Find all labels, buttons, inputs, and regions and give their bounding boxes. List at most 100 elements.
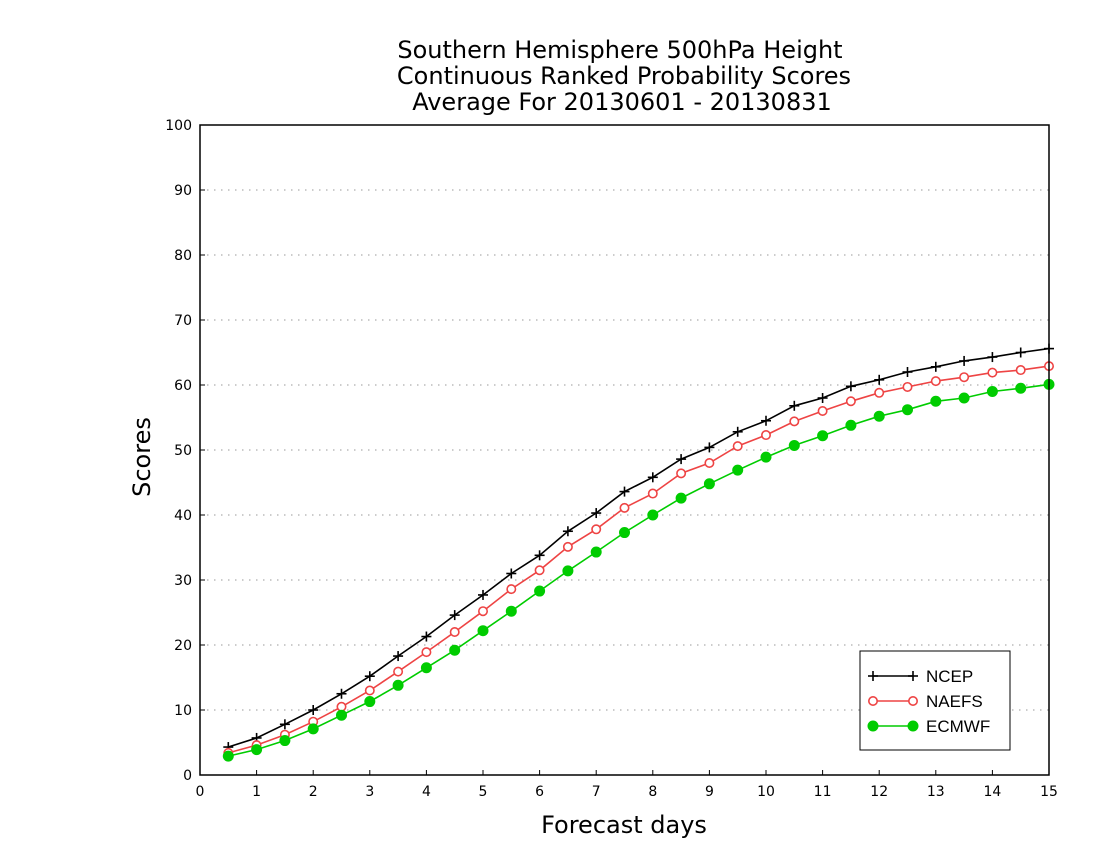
point-naefs [534,565,545,576]
point-ecmwf [251,744,263,756]
point-naefs [874,387,885,398]
point-ncep [478,589,488,600]
x-axis: 0 1 2 3 4 5 6 7 8 9 10 11 12 13 14 15 [196,770,1058,800]
x-tick-label: 6 [535,784,544,800]
chart-title: Southern Hemisphere 500hPa Height Contin… [397,36,851,116]
x-tick-label: 4 [422,784,431,800]
legend-marker-ecmwf [907,720,919,732]
point-ncep [506,568,517,579]
point-ncep [308,705,319,715]
y-axis: 0 10 20 30 40 50 60 70 80 90 100 [165,118,205,784]
x-tick-label: 2 [309,784,318,800]
point-ncep [902,367,913,377]
point-naefs [477,606,488,617]
point-naefs [506,584,517,595]
legend-marker-ncep [868,671,878,681]
point-naefs [591,524,602,535]
x-tick-label: 13 [927,784,945,800]
point-ncep [449,610,460,621]
x-tick-label: 15 [1040,784,1058,800]
x-tick-label: 7 [592,784,601,800]
legend-marker-naefs [867,695,878,706]
y-tick-label: 80 [174,248,192,264]
point-naefs [336,701,347,712]
point-naefs [817,405,828,416]
plot-series [222,343,1055,762]
legend-label-ncep: NCEP [926,667,973,686]
legend-marker-ecmwf [867,720,879,732]
point-ecmwf [817,430,829,442]
point-naefs [704,457,715,468]
point-naefs [959,372,970,383]
point-ncep [676,454,687,465]
point-naefs [930,376,941,387]
point-ecmwf [958,392,970,404]
point-ecmwf [590,546,602,558]
y-tick-label: 70 [174,313,192,329]
point-ecmwf [647,509,659,521]
y-tick-label: 60 [174,378,192,394]
legend-item-naefs: NAEFS [867,692,983,711]
point-naefs [987,367,998,378]
point-ecmwf [930,395,942,407]
point-ecmwf [336,709,347,721]
chart-title-line-2: Continuous Ranked Probability Scores [397,62,851,90]
point-ecmwf [986,386,998,397]
chart-title-line-3: Average For 20130601 - 20130831 [412,88,832,116]
point-ecmwf [364,696,376,708]
series-ncep [223,343,1054,753]
legend-marker-naefs [907,695,918,706]
legend: NCEP NAEFS ECMWF [859,650,1011,751]
y-axis-title: Scores [128,417,156,497]
point-ncep [987,352,998,363]
point-ncep [393,651,404,662]
y-tick-label: 0 [183,768,192,784]
point-ncep [732,426,743,437]
legend-item-ecmwf: ECMWF [867,717,990,736]
x-tick-label: 12 [870,784,888,800]
point-ecmwf [1015,382,1027,394]
x-tick-label: 1 [252,784,261,800]
point-ncep [1015,347,1026,358]
point-ncep [761,415,771,426]
point-ncep [591,508,602,519]
point-naefs [562,541,573,552]
x-tick-label: 9 [705,784,714,800]
point-ncep [704,442,715,453]
legend-items: NCEP NAEFS ECMWF [867,667,990,736]
series-ecmwf [222,378,1055,762]
x-axis-title: Forecast days [541,811,707,839]
point-ncep [421,631,432,642]
x-tick-label: 11 [814,784,832,800]
x-tick-label: 5 [479,784,488,800]
x-tick-label: 8 [648,784,657,800]
y-tick-label: 20 [174,638,192,654]
point-ncep [789,400,800,411]
point-ecmwf [788,439,800,451]
point-naefs [619,502,630,513]
y-tick-label: 50 [174,443,192,459]
point-ncep [959,355,970,366]
point-naefs [364,685,375,696]
point-ecmwf [222,750,234,762]
series-line-ncep [228,347,1050,748]
point-naefs [676,468,687,479]
point-naefs [845,396,856,407]
point-ecmwf [703,478,715,490]
point-naefs [732,441,743,452]
point-ncep [619,486,630,497]
legend-label-ecmwf: ECMWF [926,717,990,736]
y-tick-label: 100 [165,118,192,134]
legend-label-naefs: NAEFS [926,692,983,711]
y-tick-label: 40 [174,508,192,524]
point-ecmwf [902,404,913,416]
y-tick-label: 10 [174,703,192,719]
x-tick-label: 14 [983,784,1001,800]
point-ncep [562,526,573,537]
x-tick-label: 10 [757,784,775,800]
x-tick-label: 0 [196,784,205,800]
point-ecmwf [873,410,885,422]
point-ecmwf [534,585,546,597]
point-ecmwf [505,605,517,617]
